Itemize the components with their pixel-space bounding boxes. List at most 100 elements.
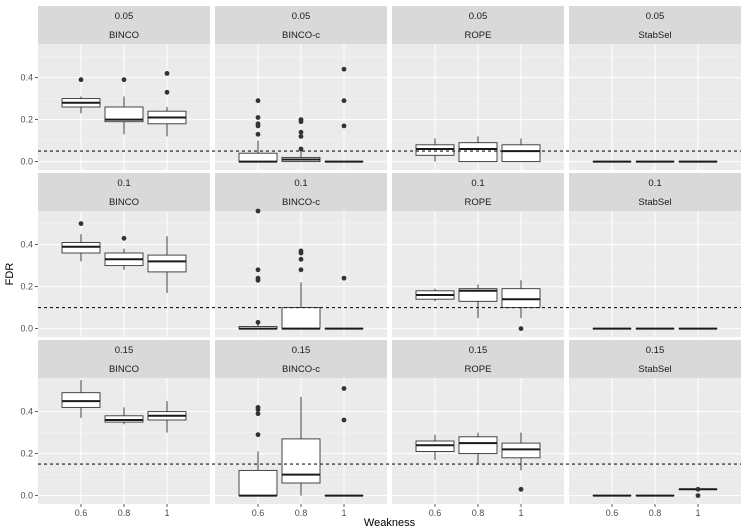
boxes-r0-c2 [415, 136, 541, 163]
box-1 [324, 275, 364, 330]
strip-label-threshold: 0.15 [292, 345, 311, 356]
box-0.8 [281, 396, 321, 496]
panel-r0-c3: 0.05 StabSel [569, 6, 741, 170]
strip-background [215, 6, 387, 44]
strip-background [392, 6, 564, 44]
strip-label-method: BINCO-c [282, 364, 320, 375]
x-axis-title: Weakness [364, 517, 416, 529]
x-tick-label: 1 [164, 508, 169, 518]
outlier-point [518, 486, 524, 492]
strip-background [392, 173, 564, 211]
outlier-point [164, 89, 170, 95]
strip-background [38, 340, 210, 378]
boxes-r1-c2 [415, 280, 541, 331]
iqr-box [458, 288, 498, 302]
outlier-point [298, 117, 304, 122]
box-0.8 [281, 117, 321, 163]
box-1 [147, 236, 187, 293]
strip-background [215, 340, 387, 378]
strip-background [215, 173, 387, 211]
outlier-point [695, 493, 701, 498]
x-tick-label: 0.8 [649, 508, 662, 518]
box-1 [678, 486, 718, 498]
box-0.6 [238, 405, 278, 497]
strip-label-threshold: 0.1 [471, 178, 484, 189]
iqr-box [501, 442, 541, 459]
outlier-point [341, 98, 347, 104]
box-0.8 [458, 284, 498, 319]
strip-label-threshold: 0.05 [115, 11, 134, 22]
box-0.8 [104, 407, 144, 425]
iqr-box [238, 152, 278, 163]
iqr-box [281, 307, 321, 330]
outlier-point [255, 115, 261, 120]
iqr-box [61, 242, 101, 254]
outlier-point [298, 248, 304, 254]
panel-r0-c0: 0.05 BINCO [38, 6, 210, 170]
boxes-r2-c2 [415, 432, 541, 492]
outlier-point [255, 275, 261, 281]
outlier-point [255, 267, 261, 273]
outlier-point [341, 275, 347, 281]
strip-background [569, 340, 741, 378]
iqr-box [458, 436, 498, 455]
outlier-point [298, 256, 304, 262]
panel-r1-c0: 0.1 BINCO [38, 173, 210, 337]
y-tick-label: 0.4 [20, 407, 33, 417]
outlier-point [255, 319, 261, 325]
strip-label-method: ROPE [465, 364, 492, 375]
x-tick-label: 0.8 [472, 508, 485, 518]
box-0.8 [104, 77, 144, 135]
boxes-r1-c1 [238, 208, 364, 330]
y-tick-label: 0.0 [20, 491, 33, 501]
x-tick-label: 0.6 [252, 508, 265, 518]
outlier-point [298, 129, 304, 135]
y-tick-label: 0.4 [20, 73, 33, 83]
strip-label-threshold: 0.1 [294, 178, 307, 189]
boxes-r2-c1 [238, 386, 364, 497]
strip-label-threshold: 0.1 [648, 178, 661, 189]
outlier-point [255, 208, 261, 214]
outlier-point [78, 221, 84, 227]
boxes-r2-c0 [61, 380, 187, 433]
outlier-point [255, 432, 261, 438]
x-tick-label: 1 [341, 508, 346, 518]
strip-label-method: StabSel [638, 364, 671, 375]
panel-r0-c1: 0.05 BINCO-c [215, 6, 387, 170]
box-0.6 [415, 138, 455, 162]
iqr-box [458, 142, 498, 163]
outlier-point [298, 146, 304, 152]
outlier-point [78, 77, 84, 83]
y-tick-label: 0.2 [20, 115, 33, 125]
x-tick-label: 0.6 [429, 508, 442, 518]
iqr-box [238, 469, 278, 497]
strip-label-threshold: 0.05 [646, 11, 665, 22]
outlier-point [255, 411, 261, 417]
strip-label-method: BINCO [109, 30, 139, 41]
strip-label-threshold: 0.15 [469, 345, 488, 356]
boxes-r2-c3 [592, 486, 718, 498]
iqr-box [104, 415, 144, 423]
strip-label-threshold: 0.05 [292, 11, 311, 22]
y-tick-label: 0.0 [20, 324, 33, 334]
y-tick-label: 0.4 [20, 240, 33, 250]
strip-background [38, 173, 210, 211]
outlier-point [341, 417, 347, 423]
strip-label-threshold: 0.15 [646, 345, 665, 356]
strip-label-method: BINCO [109, 364, 139, 375]
y-tick-label: 0.2 [20, 282, 33, 292]
iqr-box [147, 254, 187, 273]
x-tick-label: 0.6 [606, 508, 619, 518]
box-0.8 [281, 248, 321, 330]
panel-r2-c2: 0.15 ROPE [392, 340, 564, 504]
outlier-point [341, 66, 347, 72]
outlier-point [518, 326, 524, 331]
outlier-point [121, 235, 127, 241]
strip-background [569, 6, 741, 44]
outlier-point [298, 134, 304, 139]
boxes-r1-c0 [61, 221, 187, 293]
iqr-box [501, 144, 541, 163]
boxes-r0-c0 [61, 71, 187, 137]
box-0.6 [415, 288, 455, 302]
